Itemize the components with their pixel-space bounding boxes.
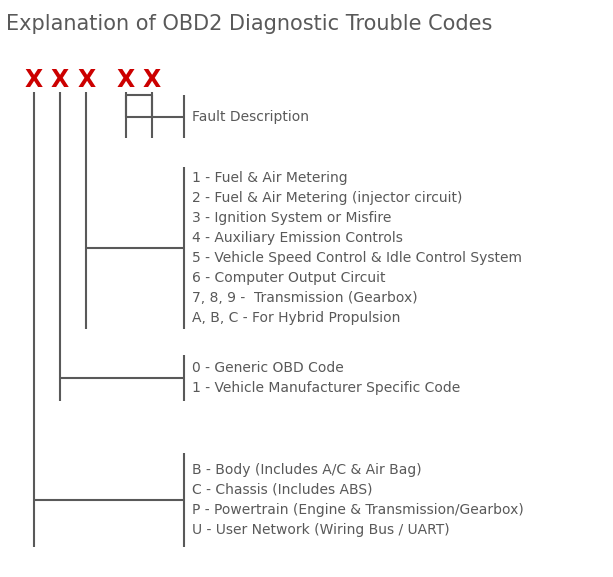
Text: Explanation of OBD2 Diagnostic Trouble Codes: Explanation of OBD2 Diagnostic Trouble C… <box>6 14 492 35</box>
Text: 1 - Fuel & Air Metering
2 - Fuel & Air Metering (injector circuit)
3 - Ignition : 1 - Fuel & Air Metering 2 - Fuel & Air M… <box>192 171 522 325</box>
Text: 0 - Generic OBD Code
1 - Vehicle Manufacturer Specific Code: 0 - Generic OBD Code 1 - Vehicle Manufac… <box>192 361 460 395</box>
Text: B - Body (Includes A/C & Air Bag)
C - Chassis (Includes ABS)
P - Powertrain (Eng: B - Body (Includes A/C & Air Bag) C - Ch… <box>192 463 524 537</box>
Text: X: X <box>51 68 69 92</box>
Text: X: X <box>116 68 135 92</box>
Text: X: X <box>77 68 96 92</box>
Text: Fault Description: Fault Description <box>192 110 309 124</box>
Text: X: X <box>143 68 161 92</box>
Text: X: X <box>25 68 43 92</box>
